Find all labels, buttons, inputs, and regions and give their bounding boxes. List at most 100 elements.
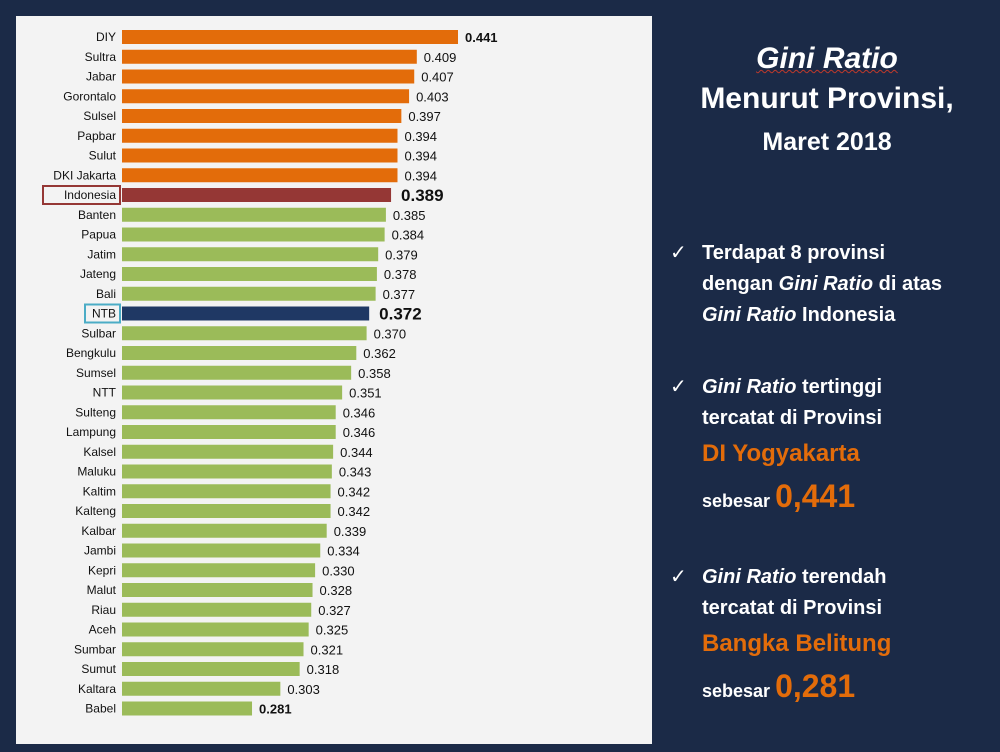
label-highlight-box [42,185,121,205]
value-label: 0.358 [358,366,391,381]
bar [122,148,398,163]
value-label: 0.385 [393,208,426,223]
gini-bar-chart: DIY 0.441 Sultra 0.409 Jabar 0.407 Gorontalo 0.… [42,30,498,717]
value-label: 0.372 [379,305,422,324]
bullet3-value-line: sebesar 0,281 [702,664,990,713]
bullet1-term: Gini Ratio [702,304,797,326]
bar [122,69,415,84]
category-label: Kalteng [75,504,116,518]
category-label: Sumbar [74,642,116,656]
value-label: 0.384 [392,228,425,243]
value-label: 0.342 [338,484,371,499]
bar [122,444,334,459]
lowest-value: 0,281 [775,668,856,704]
bar [122,168,398,183]
value-label: 0.389 [401,186,444,205]
bar [122,662,300,676]
bar [122,622,309,637]
value-label: 0.351 [349,386,382,401]
bar [122,464,332,479]
category-label: Sulbar [81,326,116,340]
bullet2-text: tertinggi [796,376,882,398]
value-label: 0.303 [287,682,320,697]
category-label: Sultra [85,50,117,64]
title-date: Maret 2018 [762,128,892,156]
bar [122,642,304,657]
bullet1-line3: Gini Ratio Indonesia [702,300,990,331]
category-label: Kepri [88,563,116,577]
value-label: 0.342 [338,504,371,519]
category-label: Bali [96,287,116,301]
bar [122,109,402,123]
category-label: DIY [96,30,116,44]
bar [122,306,370,321]
value-label: 0.346 [343,405,376,420]
bar [122,286,376,301]
bar [122,207,386,222]
category-label: Bengkulu [66,346,116,360]
category-label: Sumsel [76,366,116,380]
bar [122,543,321,558]
category-label: Lampung [66,425,116,439]
value-label: 0.318 [307,662,340,677]
value-label: 0.362 [363,346,396,361]
category-label: Jabar [86,70,116,84]
bullet2-term: Gini Ratio [702,376,797,398]
bullet-provinces-above: ✓ Terdapat 8 provinsi dengan Gini Ratio … [670,238,990,331]
value-label: 0.377 [383,287,416,302]
value-label: 0.334 [327,544,360,559]
title-gini-ratio: Gini Ratio [756,42,898,75]
value-label: 0.370 [374,326,407,341]
value-label: 0.321 [311,642,344,657]
bar [122,583,313,597]
bullet3-lead: sebesar [702,681,776,701]
value-label: 0.394 [404,168,437,183]
value-label: 0.394 [404,149,437,164]
bar [122,484,331,499]
bar [122,227,385,242]
lowest-province: Bangka Belitung [702,630,892,657]
check-icon: ✓ [670,566,687,588]
category-label: Babel [85,702,116,716]
highest-province: DI Yogyakarta [702,440,860,467]
value-label: 0.325 [316,623,349,638]
bar [122,681,281,696]
value-label: 0.397 [408,109,441,124]
bar [122,385,343,400]
bullet2-line1: Gini Ratio tertinggi [702,372,990,403]
bullet2-value-line: sebesar 0,441 [702,474,990,523]
value-label: 0.379 [385,247,418,262]
bar [122,563,316,578]
bar [122,701,253,716]
category-label: Aceh [89,623,116,637]
value-label: 0.407 [421,70,454,85]
bullet3-line1: Gini Ratio terendah [702,562,990,593]
bar [122,504,331,518]
category-label: NTT [93,386,117,400]
bullet1-term: Gini Ratio [778,273,874,295]
value-label: 0.344 [340,445,373,460]
bullet3-text: terendah [796,566,887,588]
summary-panel: Gini Ratio Menurut Provinsi, Maret 2018 … [664,30,990,730]
category-label: Sulteng [75,405,116,419]
category-label: DKI Jakarta [53,168,116,182]
value-label: 0.339 [334,524,367,539]
category-label: Kalbar [81,524,116,538]
value-label: 0.343 [339,465,372,480]
bullet1-line1: Terdapat 8 provinsi [702,242,886,264]
value-label: 0.328 [320,583,353,598]
category-label: NTB [92,307,116,321]
category-label: Indonesia [64,188,116,202]
bar [122,365,352,380]
value-label: 0.330 [322,563,355,578]
category-label: Kalsel [83,445,116,459]
check-icon: ✓ [670,242,687,264]
category-label: Papua [81,228,116,242]
bar [122,247,379,262]
bullet1-text: dengan [702,273,779,295]
value-label: 0.394 [404,129,437,144]
bullet3-term: Gini Ratio [702,566,797,588]
bar [122,89,410,104]
category-label: Kaltara [78,682,116,696]
